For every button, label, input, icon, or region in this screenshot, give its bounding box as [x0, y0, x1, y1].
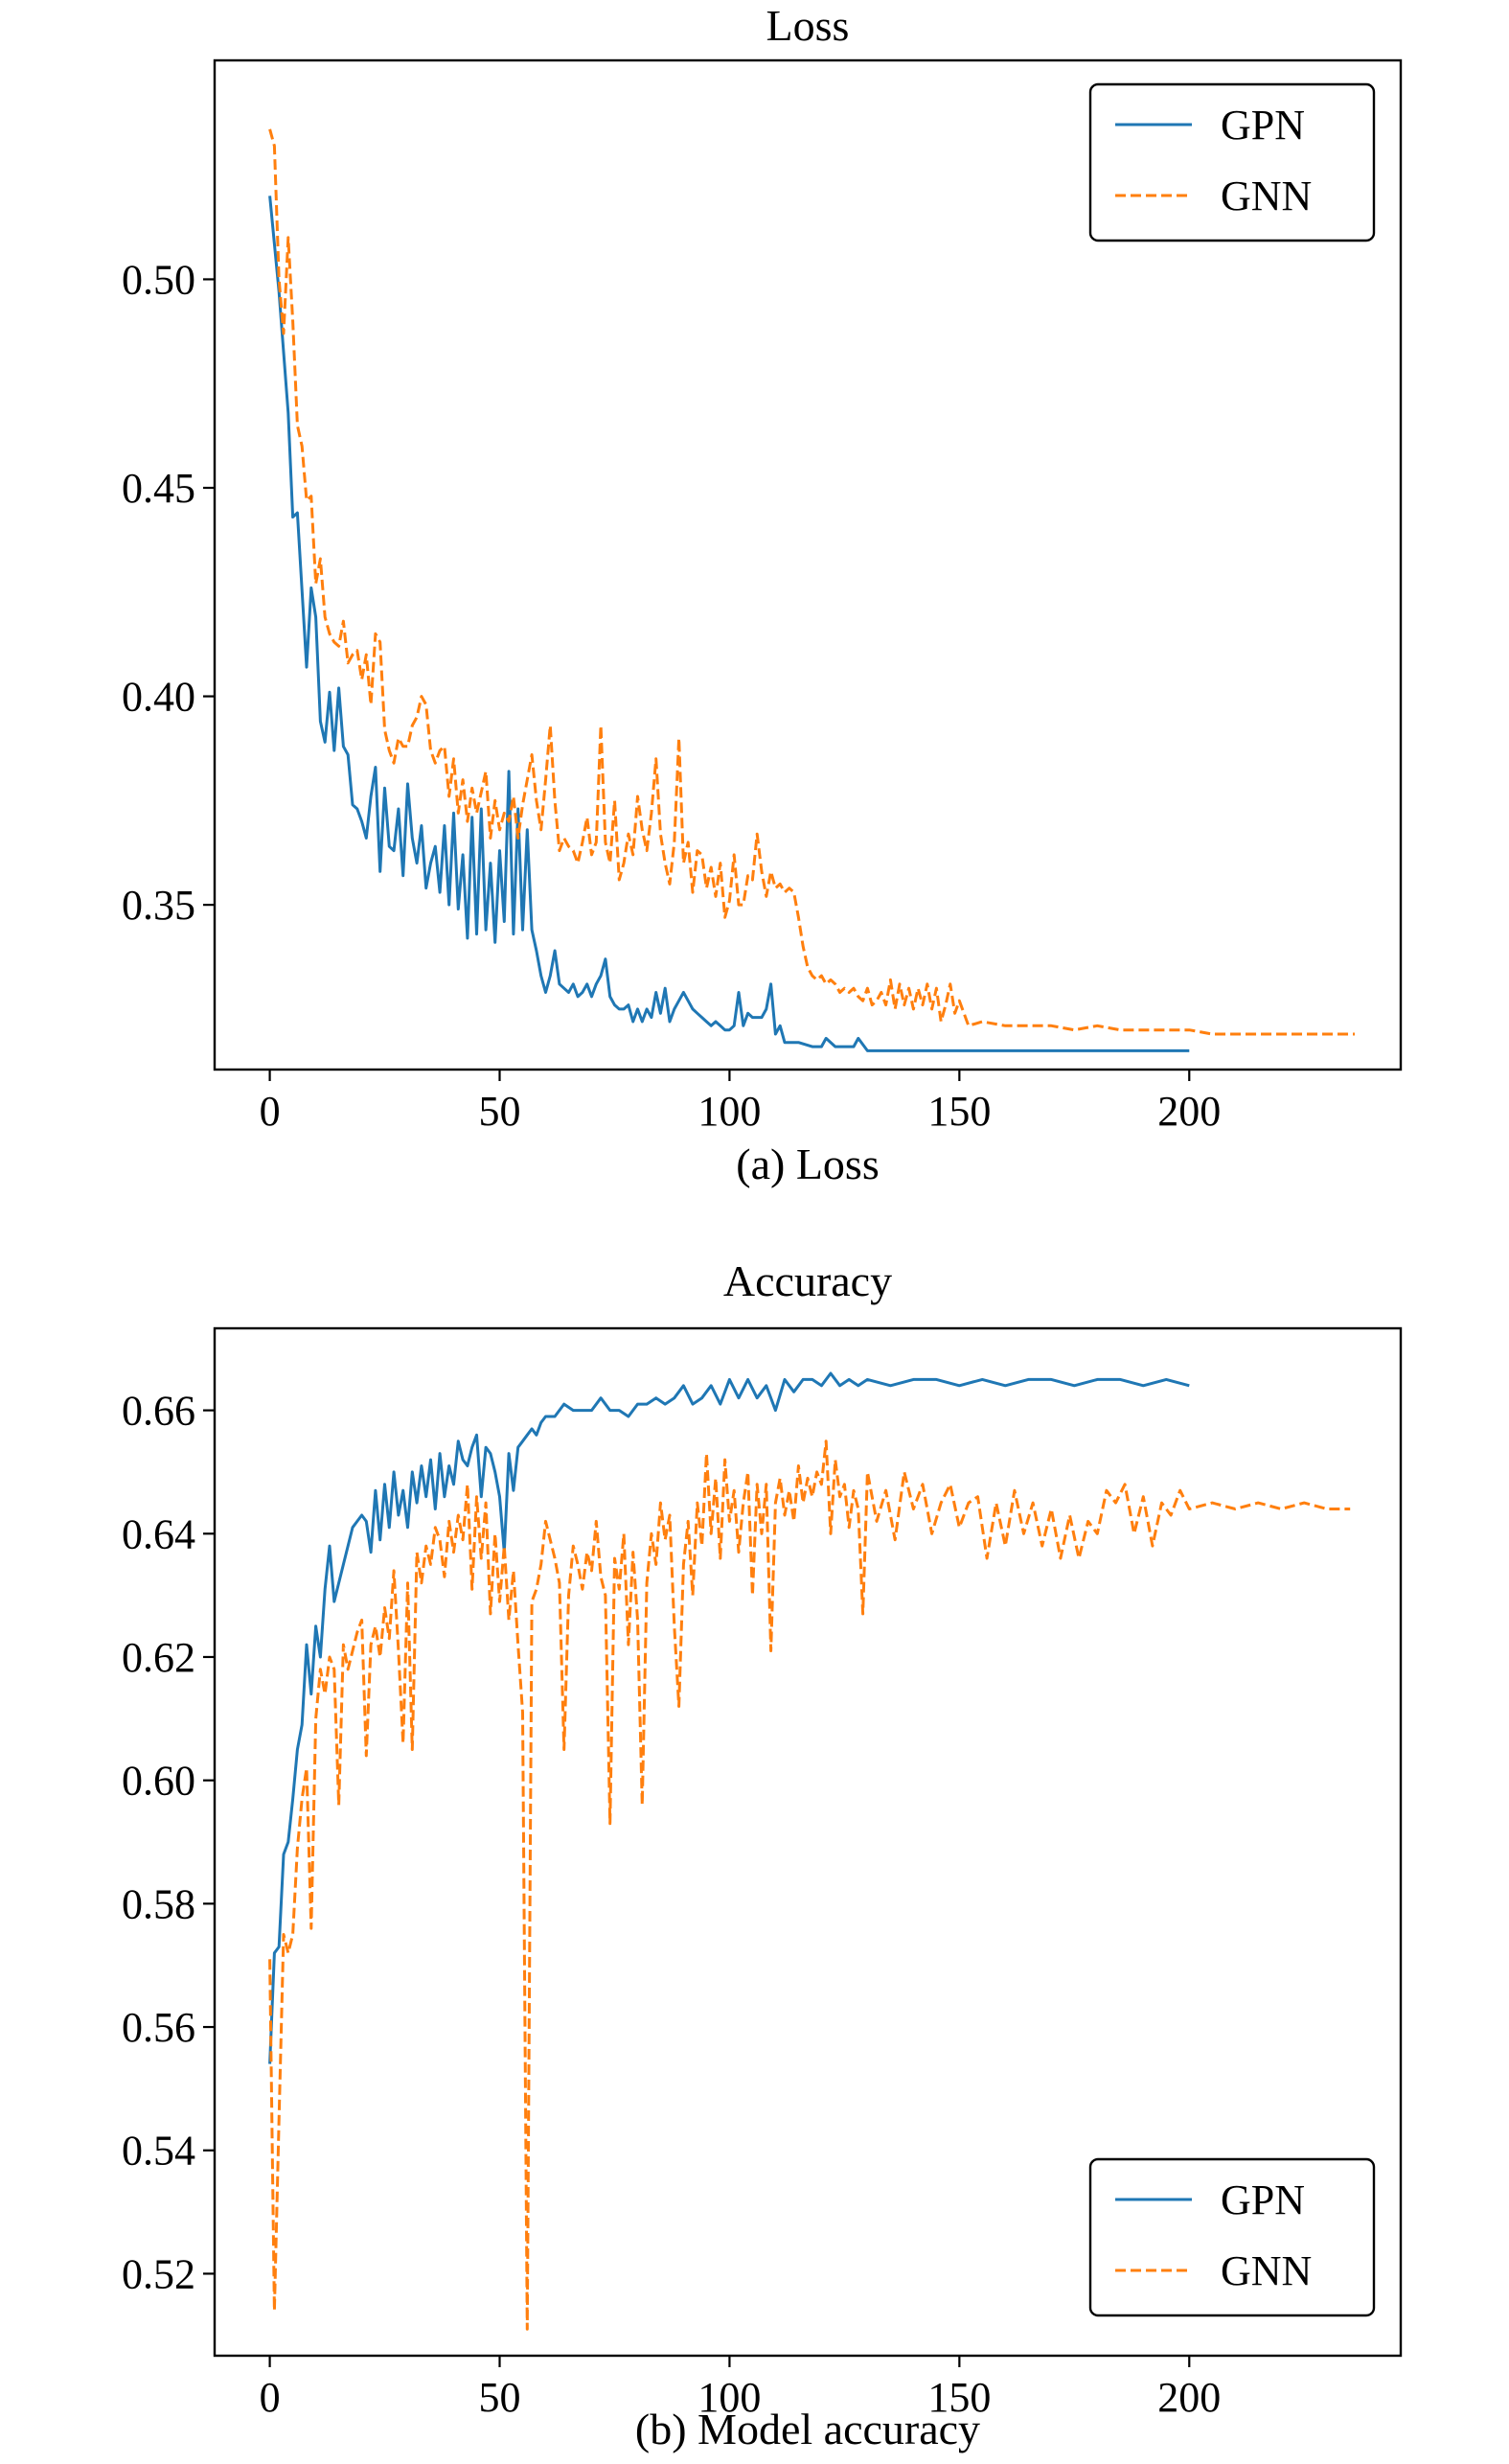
y-tick-label: 0.62	[122, 1634, 195, 1681]
series-line-gpn	[268, 1371, 1190, 2064]
series-line-gnn	[268, 128, 1355, 1036]
legend: GPN GNN	[1088, 82, 1376, 242]
chart-panel-1: Accuracy 0 50 100 150 200 0.52 0.54 0.56 0.58 0.60…	[122, 1256, 1403, 2453]
x-tick-label: 100	[697, 1088, 761, 1135]
x-tick-label: 0	[260, 1088, 281, 1135]
y-tick-label: 0.66	[122, 1388, 195, 1435]
chart-title: Accuracy	[723, 1256, 892, 1305]
series-layer	[268, 128, 1355, 1052]
figure-caption: (a) Loss	[736, 1140, 879, 1188]
series-line-gnn	[268, 1439, 1351, 2331]
figure-caption: (b) Model accuracy	[635, 2405, 980, 2453]
y-tick-label: 0.60	[122, 1758, 195, 1805]
legend-label-gpn: GPN	[1221, 2176, 1305, 2223]
x-tick-label: 200	[1157, 1088, 1221, 1135]
axes-frame	[213, 1326, 1403, 2358]
y-tick-label: 0.64	[122, 1510, 195, 1557]
x-tick-label: 150	[927, 2374, 991, 2421]
chart-title: Loss	[766, 1, 850, 50]
chart-panel-0: Loss 0 50 100 150 200 0.35 0.40 0.45 0.50 (a) Loss…	[122, 1, 1403, 1188]
x-tick-label: 100	[697, 2374, 761, 2421]
x-tick-label: 200	[1157, 2374, 1221, 2421]
y-tick-label: 0.52	[122, 2250, 195, 2297]
legend: GPN GNN	[1088, 2157, 1376, 2317]
y-tick-label: 0.35	[122, 882, 195, 929]
axes-frame	[213, 58, 1403, 1071]
y-tick-label: 0.50	[122, 256, 195, 303]
x-tick-label: 0	[260, 2374, 281, 2421]
y-tick-label: 0.54	[122, 2128, 195, 2175]
y-tick-label: 0.58	[122, 1880, 195, 1927]
y-tick-label: 0.40	[122, 674, 195, 721]
x-tick-label: 150	[927, 1088, 991, 1135]
y-tick-label: 0.45	[122, 465, 195, 512]
x-tick-label: 50	[479, 1088, 521, 1135]
y-tick-label: 0.56	[122, 2004, 195, 2051]
legend-label-gnn: GNN	[1221, 2247, 1312, 2294]
series-layer	[268, 1371, 1351, 2331]
legend-label-gnn: GNN	[1221, 173, 1312, 219]
x-tick-label: 50	[479, 2374, 521, 2421]
series-line-gpn	[268, 196, 1190, 1052]
legend-label-gpn: GPN	[1221, 102, 1305, 149]
